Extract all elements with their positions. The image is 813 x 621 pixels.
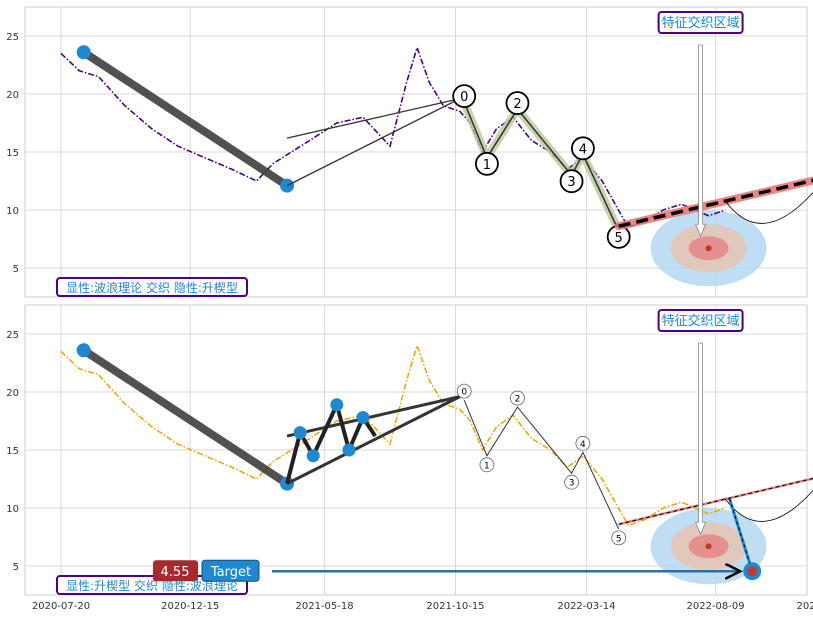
- x-tick-label: 2022-03-14: [557, 601, 615, 612]
- wave-label: 5: [616, 534, 622, 544]
- y-tick-label: 25: [6, 330, 19, 341]
- y-tick-label: 25: [6, 32, 19, 43]
- wedge-point: [342, 443, 356, 457]
- x-tick-label: 2021-10-15: [426, 601, 484, 612]
- wave-label: 0: [460, 90, 468, 105]
- wave-label-circle: [611, 530, 627, 546]
- wave-label: 1: [483, 158, 491, 173]
- annotation-arrow: [694, 44, 707, 238]
- trend-start-point: [76, 45, 91, 60]
- wave-label-circle: [479, 457, 495, 473]
- target-label-text: Target: [210, 565, 251, 580]
- annotation-text: 特征交织区域: [662, 313, 740, 329]
- wave-label: 4: [580, 440, 586, 450]
- y-tick-label: 5: [13, 264, 19, 275]
- wave-label-circle: [475, 151, 499, 176]
- wave-label-circle: [452, 84, 477, 109]
- y-tick-label: 5: [13, 562, 19, 573]
- wave-label: 0: [461, 388, 467, 398]
- price-series-line: [60, 343, 726, 527]
- wedge-point: [356, 411, 370, 425]
- legend-box: [56, 277, 248, 297]
- wave-label-circle: [559, 169, 584, 194]
- x-tick-label: 2022-12-13: [796, 601, 813, 612]
- wedge-upper-line: [286, 395, 461, 438]
- wave-label: 2: [513, 97, 521, 112]
- target-drop-dash: [729, 498, 753, 572]
- trend-start-point: [76, 343, 91, 358]
- annotation-box: [657, 11, 744, 34]
- target-zone-center: [705, 543, 712, 550]
- wedge-upper-line: [286, 98, 460, 139]
- curved-arrow: [724, 489, 813, 522]
- wave-label-circle: [505, 91, 530, 115]
- wave-label: 2: [515, 395, 521, 405]
- wave-path: [463, 399, 620, 530]
- annotation-text: 特征交织区域: [662, 15, 740, 31]
- wave-path: [463, 101, 620, 232]
- y-tick-label: 10: [6, 206, 19, 217]
- wedge-point: [330, 398, 344, 412]
- y-tick-label: 20: [6, 388, 19, 399]
- trend-line: [79, 48, 292, 190]
- wedge-lower-line: [286, 98, 461, 187]
- trend-line: [79, 346, 292, 488]
- target-label-badge: [201, 559, 260, 582]
- projection-line: [618, 477, 813, 525]
- annotation-arrow: [694, 342, 707, 536]
- x-tick-label: 2020-12-15: [161, 601, 219, 612]
- price-series-line: [60, 45, 726, 229]
- wedge-point: [306, 449, 320, 463]
- target-value-badge: [153, 560, 198, 582]
- wedge-point: [293, 426, 307, 440]
- wave-label: 3: [569, 479, 575, 489]
- target-point: [747, 566, 758, 577]
- x-tick-label: 2020-07-20: [32, 601, 90, 612]
- wedge-lower-line: [286, 395, 461, 485]
- x-tick-label: 2022-08-09: [687, 601, 745, 612]
- wave-label-circle: [510, 390, 525, 406]
- wave-label: 5: [615, 231, 623, 246]
- wave-label-circle: [456, 383, 472, 399]
- legend-text: 显性:波浪理论 交织 隐性:升楔型: [66, 280, 238, 295]
- legend-text: 显性:升楔型 交织 隐性:波浪理论: [66, 578, 238, 593]
- curved-arrow: [724, 191, 813, 224]
- y-tick-label: 20: [6, 90, 19, 101]
- target-zone-center: [705, 245, 712, 252]
- projection-band: [614, 176, 813, 231]
- wave-label-circle: [575, 435, 591, 451]
- wave-label: 1: [484, 461, 490, 471]
- wave-label: 4: [579, 142, 587, 157]
- wave-label: 3: [567, 175, 575, 190]
- annotation-box: [657, 309, 744, 332]
- x-tick-label: 2021-05-18: [296, 601, 354, 612]
- y-tick-label: 15: [6, 148, 19, 159]
- legend-box: [56, 575, 248, 595]
- y-tick-label: 10: [6, 504, 19, 515]
- y-tick-label: 15: [6, 446, 19, 457]
- target-value-text: 4.55: [161, 565, 190, 580]
- wave-label-circle: [564, 474, 579, 490]
- wave-label-circle: [571, 136, 595, 161]
